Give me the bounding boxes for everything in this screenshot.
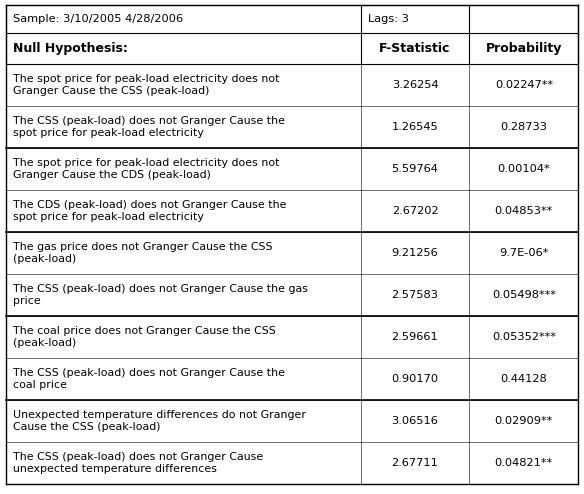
Text: The spot price for peak-load electricity does not
Granger Cause the CDS (peak-lo: The spot price for peak-load electricity… xyxy=(13,158,279,180)
Text: 0.04853**: 0.04853** xyxy=(495,206,553,216)
Text: The CSS (peak-load) does not Granger Cause the
spot price for peak-load electric: The CSS (peak-load) does not Granger Cau… xyxy=(13,116,285,138)
Text: 0.90170: 0.90170 xyxy=(391,374,439,384)
Text: Unexpected temperature differences do not Granger
Cause the CSS (peak-load): Unexpected temperature differences do no… xyxy=(13,411,306,432)
Text: 3.06516: 3.06516 xyxy=(392,416,439,426)
Text: The CSS (peak-load) does not Granger Cause the
coal price: The CSS (peak-load) does not Granger Cau… xyxy=(13,368,285,390)
Text: The CSS (peak-load) does not Granger Cause the gas
price: The CSS (peak-load) does not Granger Cau… xyxy=(13,284,308,306)
Text: 2.67202: 2.67202 xyxy=(392,206,439,216)
Text: The gas price does not Granger Cause the CSS
(peak-load): The gas price does not Granger Cause the… xyxy=(13,242,272,264)
Text: 1.26545: 1.26545 xyxy=(392,122,439,132)
Text: 2.67711: 2.67711 xyxy=(392,458,439,468)
Text: Sample: 3/10/2005 4/28/2006: Sample: 3/10/2005 4/28/2006 xyxy=(13,14,183,24)
Text: F-Statistic: F-Statistic xyxy=(380,42,451,55)
Text: 0.28733: 0.28733 xyxy=(500,122,547,132)
Text: 0.00104*: 0.00104* xyxy=(498,164,550,174)
Text: 0.02247**: 0.02247** xyxy=(495,80,553,90)
Text: Probability: Probability xyxy=(486,42,562,55)
Text: 0.05498***: 0.05498*** xyxy=(492,290,556,300)
Text: 0.04821**: 0.04821** xyxy=(495,458,553,468)
Text: The CSS (peak-load) does not Granger Cause
unexpected temperature differences: The CSS (peak-load) does not Granger Cau… xyxy=(13,453,263,474)
Text: The spot price for peak-load electricity does not
Granger Cause the CSS (peak-lo: The spot price for peak-load electricity… xyxy=(13,74,279,96)
Text: 0.02909**: 0.02909** xyxy=(495,416,553,426)
Text: Null Hypothesis:: Null Hypothesis: xyxy=(13,42,128,55)
Text: 3.26254: 3.26254 xyxy=(392,80,439,90)
Text: 9.7E-06*: 9.7E-06* xyxy=(499,248,548,258)
Text: 5.59764: 5.59764 xyxy=(392,164,439,174)
Text: The coal price does not Granger Cause the CSS
(peak-load): The coal price does not Granger Cause th… xyxy=(13,326,276,348)
Text: 2.59661: 2.59661 xyxy=(392,332,439,342)
Text: 2.57583: 2.57583 xyxy=(391,290,439,300)
Text: 0.44128: 0.44128 xyxy=(500,374,547,384)
Text: Lags: 3: Lags: 3 xyxy=(368,14,409,24)
Text: 0.05352***: 0.05352*** xyxy=(492,332,556,342)
Text: 9.21256: 9.21256 xyxy=(392,248,439,258)
Text: The CDS (peak-load) does not Granger Cause the
spot price for peak-load electric: The CDS (peak-load) does not Granger Cau… xyxy=(13,200,286,222)
